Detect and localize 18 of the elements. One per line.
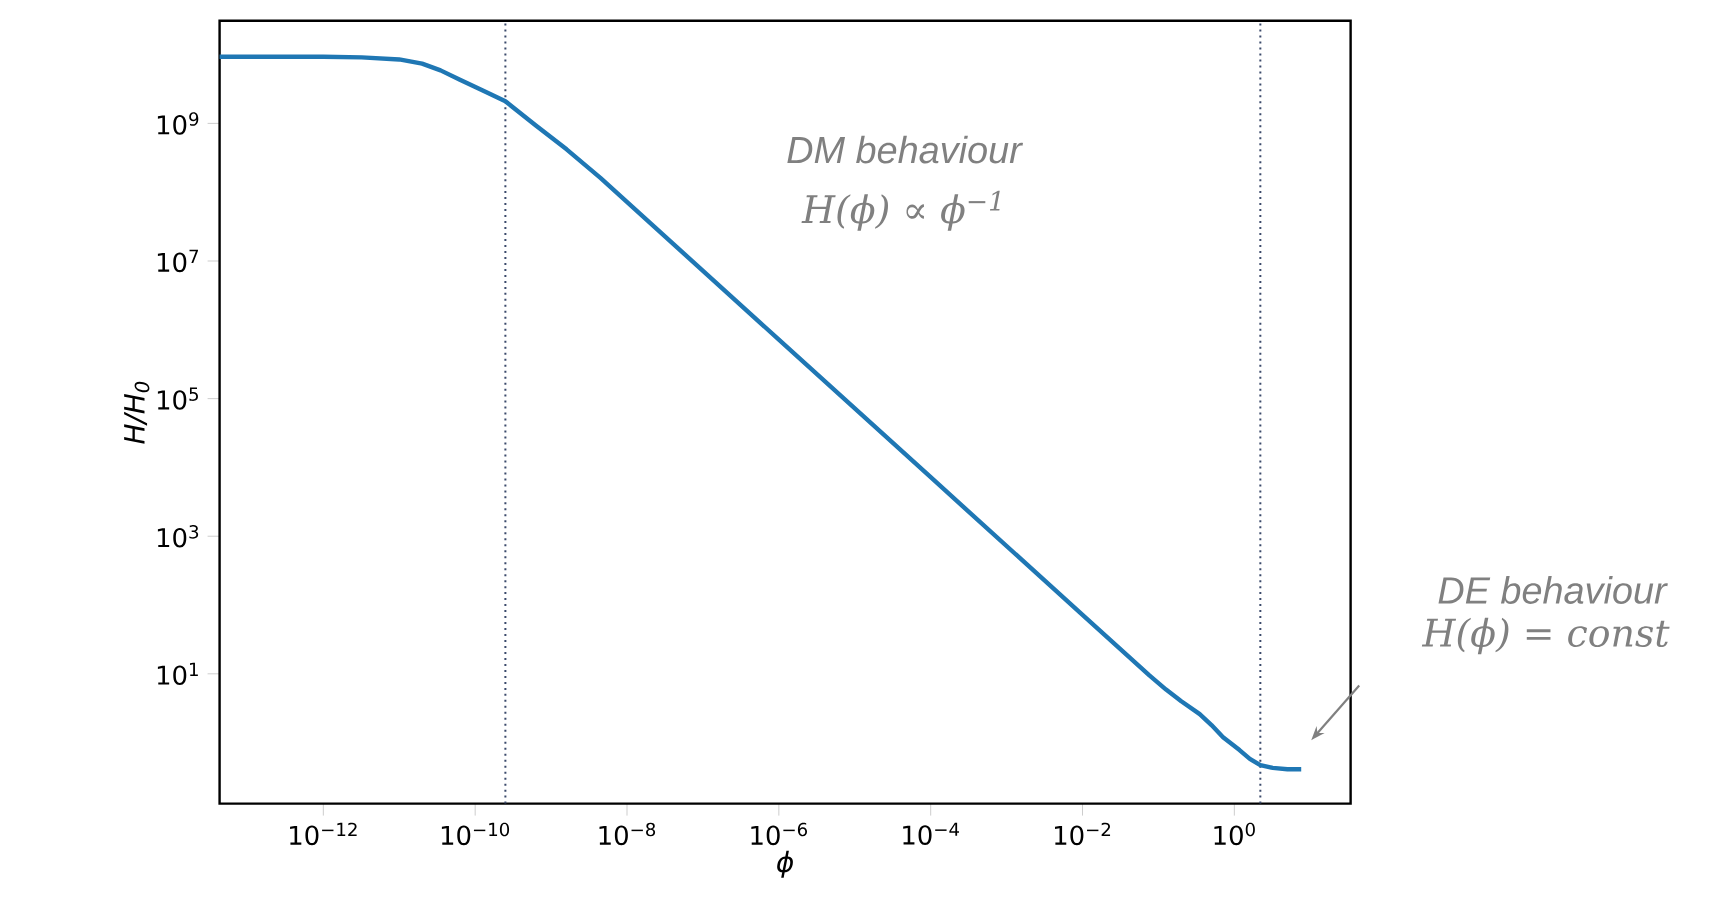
y-tick-label: 10$^{1}$ <box>157 662 198 685</box>
x-tick-label: 10$^{0}$ <box>1214 822 1255 846</box>
x-tick-label: 10$^{−8}$ <box>599 822 656 846</box>
y-axis-title: H/H$_{0}$ <box>124 381 150 444</box>
x-tick-label: 10$^{−4}$ <box>903 822 959 845</box>
annotation: DM behaviour <box>787 135 1024 164</box>
x-tick-label: 10$^{−2}$ <box>1055 822 1111 846</box>
annotation: H(ϕ) ∝ ϕ$^{−1}$ <box>801 190 1000 231</box>
y-tick-label: 10$^{3}$ <box>157 524 199 548</box>
y-tick-label: 10$^{7}$ <box>157 249 198 273</box>
y-tick-label: 10$^{5}$ <box>157 387 198 410</box>
x-tick-label: 10$^{−12}$ <box>290 822 357 846</box>
x-tick-label: 10$^{−10}$ <box>441 822 510 846</box>
x-axis-title: ϕ <box>777 850 793 878</box>
x-tick-label: 10$^{−6}$ <box>751 822 808 846</box>
y-tick-label: 10$^{9}$ <box>157 112 199 135</box>
text: DE behaviour <box>1438 576 1668 604</box>
text: H(ϕ) = const <box>1421 617 1670 655</box>
